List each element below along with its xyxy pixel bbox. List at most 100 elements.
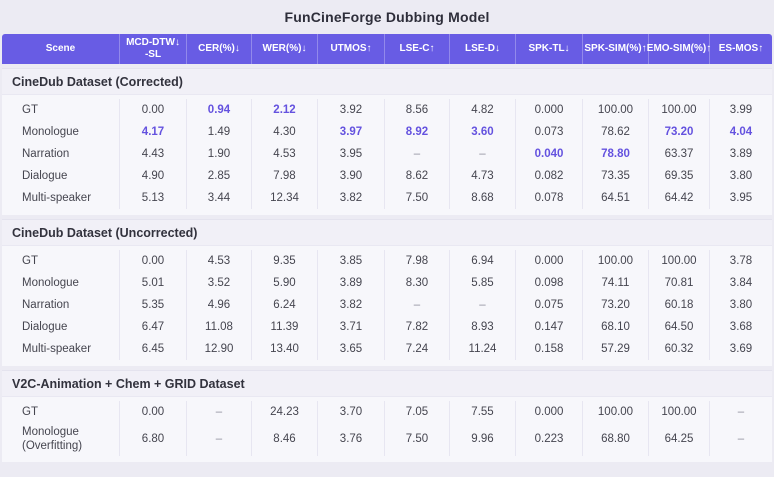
metric-value: 6.45: [120, 338, 187, 360]
metric-value: 24.23: [252, 401, 318, 423]
metric-value: 73.20: [649, 121, 710, 143]
metric-value: 4.30: [252, 121, 318, 143]
scene-label: GT: [2, 99, 120, 121]
metric-value: 0.000: [516, 250, 583, 272]
column-label: EMO-SIM(%)↑: [646, 43, 712, 54]
metric-value: 0.147: [516, 316, 583, 338]
metric-value: 12.34: [252, 187, 318, 209]
metric-value: –: [450, 294, 516, 316]
metric-value: 8.30: [385, 272, 450, 294]
page-title: FunCineForge Dubbing Model: [284, 9, 490, 25]
metric-value: 1.90: [187, 143, 252, 165]
section-title: CineDub Dataset (Corrected): [2, 68, 772, 95]
metric-value: 2.12: [252, 99, 318, 121]
table-row: Monologue 5.01 3.52 5.90 3.89 8.30 5.85 0.098 74…: [2, 272, 772, 294]
column-header-spk-tl: SPK-TL↓: [516, 34, 583, 64]
metric-value: 13.40: [252, 338, 318, 360]
metric-value: 0.223: [516, 423, 583, 456]
table-row: GT 0.00 0.94 2.12 3.92 8.56 4.82 0.000 100.00 100…: [2, 99, 772, 121]
column-label: Scene: [45, 43, 76, 54]
metric-value: 3.89: [729, 148, 753, 160]
arrow-down-icon: ↓: [234, 43, 240, 54]
metric-value: 8.68: [450, 187, 516, 209]
scene-label: GT: [2, 250, 120, 272]
metric-value: 68.10: [583, 316, 649, 338]
metric-value: –: [187, 423, 252, 456]
metric-value: 0.000: [516, 99, 583, 121]
metric-value: 4.53: [187, 250, 252, 272]
arrow-up-icon: ↑: [641, 43, 647, 54]
metric-value: 11.24: [450, 338, 516, 360]
metric-value: 9.35: [252, 250, 318, 272]
metric-value: 100.00: [583, 401, 649, 423]
metric-value: 7.50: [385, 187, 450, 209]
metric-value: 11.08: [187, 316, 252, 338]
metric-value: 0.075: [516, 294, 583, 316]
arrow-up-icon: ↑: [366, 43, 372, 54]
metric-value: 64.42: [649, 187, 710, 209]
column-label-line2: -SL: [144, 49, 162, 60]
metric-value: 64.50: [649, 316, 710, 338]
metric-value: 60.32: [649, 338, 710, 360]
metric-value: 100.00: [649, 99, 710, 121]
column-header-utmos: UTMOS↑: [318, 34, 385, 64]
metric-value: 0.00: [120, 401, 187, 423]
scene-label: Monologue: [2, 272, 120, 294]
section-title: CineDub Dataset (Uncorrected): [2, 219, 772, 246]
metric-value: 6.47: [120, 316, 187, 338]
arrow-up-icon: ↑: [706, 43, 712, 54]
metric-value: 68.80: [583, 423, 649, 456]
section-data-block: GT 0.00 0.94 2.12 3.92 8.56 4.82 0.000 100.00 100…: [2, 95, 772, 215]
metric-value: 3.65: [318, 338, 385, 360]
metric-value: 3.82: [318, 187, 385, 209]
metric-value: 3.90: [318, 165, 385, 187]
column-label: ES-MOS↑: [718, 43, 764, 54]
column-header-spk-sim: SPK-SIM(%)↑: [583, 34, 649, 64]
scene-label: Dialogue: [2, 165, 120, 187]
metric-value: 8.56: [385, 99, 450, 121]
metric-value: 1.49: [187, 121, 252, 143]
metric-value: 5.13: [120, 187, 187, 209]
metric-value: 6.94: [450, 250, 516, 272]
arrow-down-icon: ↓: [495, 43, 500, 54]
arrow-up-icon: ↑: [429, 43, 435, 54]
metric-value: 6.24: [252, 294, 318, 316]
table-row: GT 0.00 4.53 9.35 3.85 7.98 6.94 0.000 100.00 100…: [2, 250, 772, 272]
scene-label: Multi-speaker: [2, 338, 120, 360]
metric-value: 3.80: [729, 299, 753, 311]
metric-value: 3.84: [729, 277, 753, 289]
arrow-down-icon: ↓: [301, 43, 307, 54]
metric-value: 4.82: [450, 99, 516, 121]
arrow-down-icon: ↓: [564, 43, 570, 54]
metric-value: 8.46: [252, 423, 318, 456]
metric-value: 3.71: [318, 316, 385, 338]
column-header-lse-c: LSE-C↑: [385, 34, 450, 64]
table-row: Monologue (Overfitting) 6.80–8.46 3.76 7.50…: [2, 423, 772, 456]
metric-value: 3.99: [729, 104, 753, 116]
metric-value: 7.05: [385, 401, 450, 423]
metric-value: 6.80: [120, 423, 187, 456]
metric-value: 7.82: [385, 316, 450, 338]
column-label: MCD-DTW↓: [126, 37, 180, 48]
metric-value: 0.098: [516, 272, 583, 294]
metric-value: 12.90: [187, 338, 252, 360]
column-header-lse-d: LSE-D↓: [450, 34, 516, 64]
metric-value: 3.92: [318, 99, 385, 121]
arrow-up-icon: ↑: [758, 43, 764, 54]
column-label: LSE-D↓: [465, 43, 500, 54]
metric-value: 4.90: [120, 165, 187, 187]
scene-label: Dialogue: [2, 316, 120, 338]
metric-value: 3.52: [187, 272, 252, 294]
metric-value: 0.078: [516, 187, 583, 209]
metric-value: 0.00: [120, 250, 187, 272]
table-row: Multi-speaker 5.13 3.44 12.34 3.82 7.50 8.68 0.…: [2, 187, 772, 209]
metric-value: 7.98: [385, 250, 450, 272]
metric-value: 78.62: [583, 121, 649, 143]
table-header-row: Scene MCD-DTW↓ -SL CER(%)↓ WER(%)↓ UTMOS↑ LSE-…: [2, 34, 772, 64]
metric-value: 7.98: [252, 165, 318, 187]
metric-value: 3.44: [187, 187, 252, 209]
scene-label: Narration: [2, 294, 120, 316]
metric-value: 64.25: [649, 423, 710, 456]
section-data-block: GT 0.00 4.53 9.35 3.85 7.98 6.94 0.000 100.00 100…: [2, 246, 772, 366]
metric-value: 0.158: [516, 338, 583, 360]
